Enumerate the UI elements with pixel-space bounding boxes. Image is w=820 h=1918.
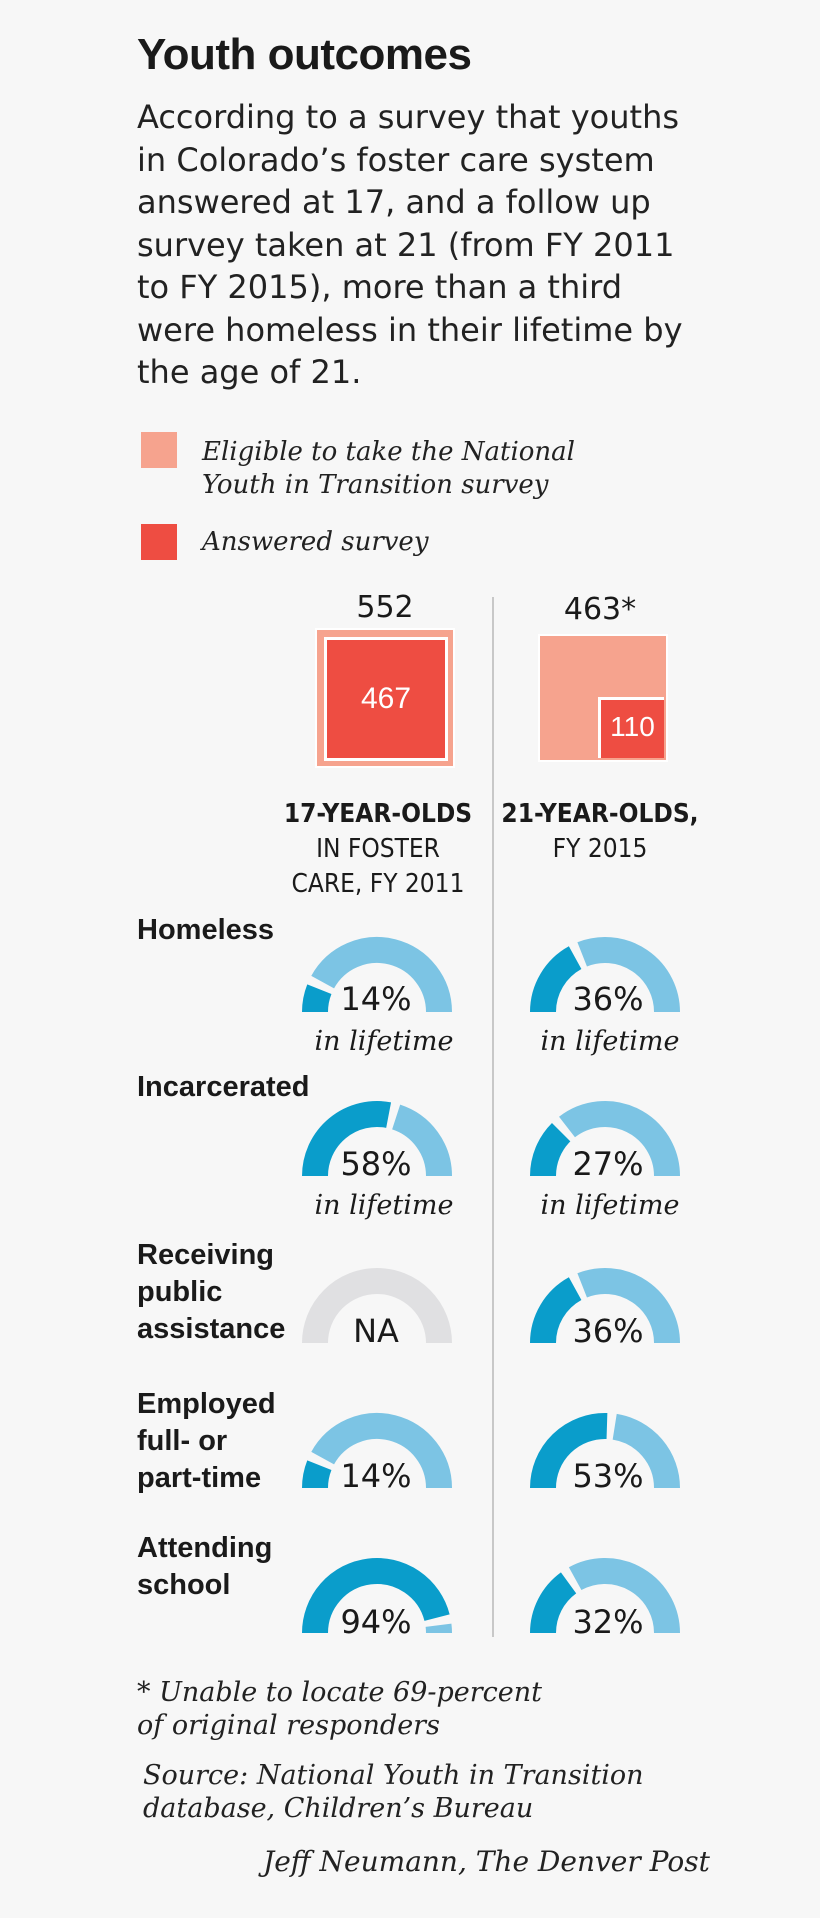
group-17-heading-bold: 17-YEAR-OLDS [283,799,473,829]
gauge-employed-17-value: 14% [340,1457,412,1495]
footnote-line2: of original responders [137,1710,440,1741]
gauge-employed-21-filled-arc [530,1413,608,1489]
legend-eligible-swatch [141,432,177,468]
group-17-heading-line2: IN FOSTER [316,834,440,864]
gauge-homeless-21-value: 36% [572,980,644,1018]
gauge-incarcerated-17-empty-arc [391,1104,452,1177]
gauge-assistance-21-filled-arc [530,1277,582,1344]
group-21-heading-bold: 21-YEAR-OLDS, [501,799,699,829]
row-label-assistance: Receiving public assistance [137,1237,285,1348]
gauge-employed-17-filled-arc [302,1460,332,1489]
row-label-employed-line3: part-time [137,1462,262,1494]
eligible-17-label: 552 [356,590,414,625]
legend-answered-swatch [141,524,177,560]
column-divider [492,597,494,1637]
gauge-homeless-17-empty-arc [311,937,452,1013]
gauge-school-21-filled-arc [530,1572,577,1634]
gauge-school-21-empty-arc [568,1558,680,1634]
credit: Jeff Neumann, The Denver Post [263,1845,710,1878]
answered-21-label: 110 [610,711,655,742]
intro-text: According to a survey that youths in Col… [137,98,683,391]
gauge-homeless-17-value: 14% [340,980,412,1018]
source: Source: National Youth in Transition dat… [143,1759,644,1825]
gauge-incarcerated-21-sublabel: in lifetime [540,1190,680,1221]
group-17-heading: 17-YEAR-OLDS IN FOSTER CARE, FY 2011 [268,797,488,902]
row-label-assistance-line2: public [137,1276,223,1308]
group-21-heading: 21-YEAR-OLDS, FY 2015 [490,797,710,867]
gauge-incarcerated-21-empty-arc [559,1101,680,1177]
gauge-employed-21-value: 53% [572,1457,644,1495]
footnote: * Unable to locate 69-percent of origina… [137,1676,542,1742]
group-17-heading-line3: CARE, FY 2011 [291,869,465,899]
gauge-homeless-21-empty-arc [577,937,680,1013]
gauge-incarcerated-17-filled-arc [302,1101,392,1177]
gauge-assistance-17-value: NA [353,1312,399,1350]
row-label-school-line2: school [137,1569,231,1601]
row-label-school: Attending school [137,1530,272,1604]
row-label-employed-line2: full- or [137,1425,228,1457]
gauge-school-21-value: 32% [572,1603,644,1641]
gauge-school-17-filled-arc [302,1558,450,1634]
gauge-incarcerated-17-value: 58% [340,1145,412,1183]
row-label-school-line1: Attending [137,1532,273,1564]
gauge-employed-17-empty-arc [311,1413,452,1489]
row-label-incarcerated: Incarcerated [137,1071,310,1103]
answered-21-square: 110 [598,697,664,758]
gauge-incarcerated-17-sublabel: in lifetime [314,1190,454,1221]
legend-eligible-label: Eligible to take the National Youth in T… [202,437,575,500]
answered-17-square: 467 [324,637,448,761]
source-line1: Source: National Youth in Transition [143,1760,644,1791]
gauge-homeless-21-sublabel: in lifetime [540,1026,680,1057]
gauge-school-17-value: 94% [340,1603,412,1641]
gauge-assistance-17-na-arc [302,1268,452,1344]
eligible-21-label: 463* [563,592,637,627]
row-label-assistance-line1: Receiving [137,1239,274,1271]
gauge-incarcerated-21-filled-arc [530,1122,571,1177]
answered-17-label: 467 [360,682,412,715]
row-label-employed-line1: Employed [137,1388,276,1420]
gauge-assistance-21-empty-arc [577,1268,680,1344]
gauge-incarcerated-21-value: 27% [572,1145,644,1183]
page-title: Youth outcomes [137,30,472,79]
gauge-employed-21-empty-arc [612,1413,680,1489]
gauge-assistance-21-value: 36% [572,1312,644,1350]
row-label-employed: Employed full- or part-time [137,1386,276,1497]
source-line2: database, Children’s Bureau [143,1793,534,1824]
footnote-line1: * Unable to locate 69-percent [137,1677,542,1708]
gauge-homeless-17-filled-arc [302,984,332,1013]
gauge-homeless-17-sublabel: in lifetime [314,1026,454,1057]
gauge-homeless-21-filled-arc [530,946,582,1013]
row-label-assistance-line3: assistance [137,1313,286,1345]
group-21-heading-line2: FY 2015 [552,834,648,864]
row-label-homeless: Homeless [137,914,275,946]
legend-answered-label: Answered survey [202,527,429,557]
